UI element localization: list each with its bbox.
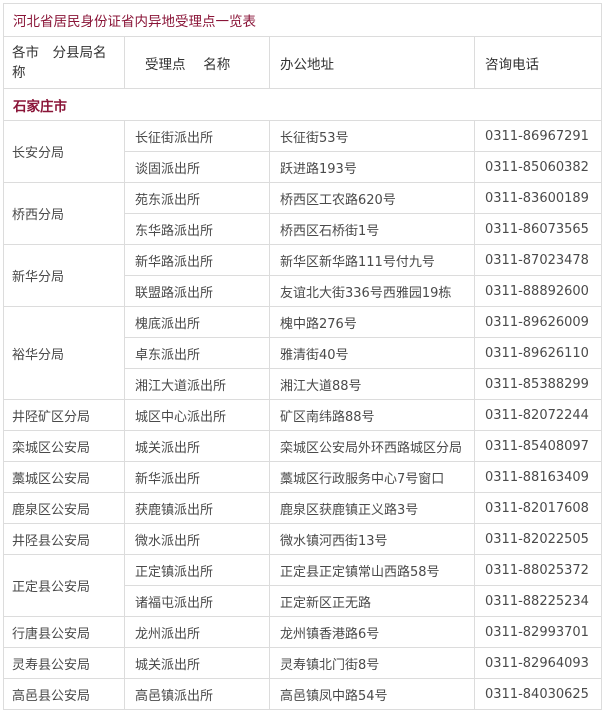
point-phone: 0311-84030625 (474, 678, 602, 710)
point-name: 新华派出所 (124, 461, 270, 493)
point-name: 获鹿镇派出所 (124, 492, 270, 524)
bureau-name: 栾城区公安局 (3, 430, 125, 462)
point-phone: 0311-89626110 (474, 337, 602, 369)
table-title-row: 河北省居民身份证省内异地受理点一览表 (3, 3, 602, 37)
point-address: 桥西区工农路620号 (269, 182, 475, 214)
point-phone: 0311-85408097 (474, 430, 602, 462)
table-row: 灵寿县公安局 城关派出所 灵寿镇北门街8号 0311-82964093 (3, 647, 602, 679)
bureau-name: 长安分局 (3, 120, 125, 183)
point-name: 苑东派出所 (124, 182, 270, 214)
table-row: 卓东派出所 雅清街40号 0311-89626110 (4, 337, 602, 369)
point-phone: 0311-85388299 (474, 368, 602, 400)
acceptance-points-table: 河北省居民身份证省内异地受理点一览表 各市 分县局名称 受理点 名称 办公地址 … (3, 3, 602, 710)
table-row: 鹿泉区公安局 获鹿镇派出所 鹿泉区获鹿镇正义路3号 0311-82017608 (3, 492, 602, 524)
point-phone: 0311-88163409 (474, 461, 602, 493)
point-name: 联盟路派出所 (124, 275, 270, 307)
point-address: 长征街53号 (269, 120, 475, 152)
point-address: 栾城区公安局外环西路城区分局 (269, 430, 475, 462)
point-name: 城关派出所 (124, 430, 270, 462)
header-phone: 咨询电话 (474, 36, 602, 89)
point-address: 鹿泉区获鹿镇正义路3号 (269, 492, 475, 524)
point-name: 正定镇派出所 (124, 554, 270, 586)
point-address: 灵寿镇北门街8号 (269, 647, 475, 679)
point-phone: 0311-88892600 (474, 275, 602, 307)
header-point-name: 受理点 名称 (124, 36, 270, 89)
bureau-name: 藁城区公安局 (3, 461, 125, 493)
point-address: 正定县正定镇常山西路58号 (269, 554, 475, 586)
table-row: 长安分局 长征街派出所 长征街53号 0311-86967291 (3, 120, 602, 183)
bureau-name: 井陉县公安局 (3, 523, 125, 555)
point-phone: 0311-89626009 (474, 306, 602, 338)
point-address: 湘江大道88号 (269, 368, 475, 400)
table-row: 新华分局 新华路派出所 新华区新华路111号付九号 0311-87023478 (3, 244, 602, 307)
point-phone: 0311-87023478 (474, 244, 602, 276)
point-name: 微水派出所 (124, 523, 270, 555)
point-phone: 0311-83600189 (474, 182, 602, 214)
point-phone: 0311-85060382 (474, 151, 602, 183)
point-address: 矿区南纬路88号 (269, 399, 475, 431)
point-address: 高邑镇凤中路54号 (269, 678, 475, 710)
point-name: 谈固派出所 (124, 151, 270, 183)
table-title: 河北省居民身份证省内异地受理点一览表 (3, 3, 602, 37)
bureau-name: 新华分局 (3, 244, 125, 307)
point-phone: 0311-82017608 (474, 492, 602, 524)
bureau-name: 鹿泉区公安局 (3, 492, 125, 524)
point-name: 诸福屯派出所 (124, 585, 270, 617)
bureau-name: 裕华分局 (3, 306, 125, 400)
bureau-name: 正定县公安局 (3, 554, 125, 617)
point-phone: 0311-88025372 (474, 554, 602, 586)
table-row: 桥西分局 苑东派出所 桥西区工农路620号 0311-83600189 (3, 182, 602, 245)
point-name: 新华路派出所 (124, 244, 270, 276)
table-row: 藁城区公安局 新华派出所 藁城区行政服务中心7号窗口 0311-88163409 (3, 461, 602, 493)
point-address: 跃进路193号 (269, 151, 475, 183)
point-name: 湘江大道派出所 (124, 368, 270, 400)
bureau-name: 高邑县公安局 (3, 678, 125, 710)
point-name: 高邑镇派出所 (124, 678, 270, 710)
point-address: 槐中路276号 (269, 306, 475, 338)
table-row: 联盟路派出所 友谊北大街336号西雅园19栋 0311-88892600 (4, 275, 602, 307)
table-row: 栾城区公安局 城关派出所 栾城区公安局外环西路城区分局 0311-85408097 (3, 430, 602, 462)
point-name: 卓东派出所 (124, 337, 270, 369)
point-address: 微水镇河西街13号 (269, 523, 475, 555)
point-name: 城区中心派出所 (124, 399, 270, 431)
bureau-name: 灵寿县公安局 (3, 647, 125, 679)
city-row: 石家庄市 (3, 88, 602, 121)
point-name: 东华路派出所 (124, 213, 270, 245)
point-phone: 0311-82072244 (474, 399, 602, 431)
point-address: 龙州镇香港路6号 (269, 616, 475, 648)
point-name: 龙州派出所 (124, 616, 270, 648)
point-phone: 0311-86967291 (474, 120, 602, 152)
point-phone: 0311-82022505 (474, 523, 602, 555)
table-row: 诸福屯派出所 正定新区正无路 0311-88225234 (4, 585, 602, 617)
header-row: 各市 分县局名称 受理点 名称 办公地址 咨询电话 (3, 36, 602, 89)
point-phone: 0311-82964093 (474, 647, 602, 679)
table-row: 正定县公安局 正定镇派出所 正定县正定镇常山西路58号 0311-88025372 (3, 554, 602, 617)
table-row: 井陉县公安局 微水派出所 微水镇河西街13号 0311-82022505 (3, 523, 602, 555)
point-name: 城关派出所 (124, 647, 270, 679)
point-address: 新华区新华路111号付九号 (269, 244, 475, 276)
city-name: 石家庄市 (3, 88, 602, 121)
point-address: 正定新区正无路 (269, 585, 475, 617)
bureau-name: 行唐县公安局 (3, 616, 125, 648)
header-bureau: 各市 分县局名称 (3, 36, 125, 89)
table-row: 湘江大道派出所 湘江大道88号 0311-85388299 (4, 368, 602, 400)
header-address: 办公地址 (269, 36, 475, 89)
point-phone: 0311-86073565 (474, 213, 602, 245)
point-address: 藁城区行政服务中心7号窗口 (269, 461, 475, 493)
table-row: 东华路派出所 桥西区石桥街1号 0311-86073565 (4, 213, 602, 245)
table-row: 谈固派出所 跃进路193号 0311-85060382 (4, 151, 602, 183)
table-row: 井陉矿区分局 城区中心派出所 矿区南纬路88号 0311-82072244 (3, 399, 602, 431)
bureau-name: 桥西分局 (3, 182, 125, 245)
point-phone: 0311-88225234 (474, 585, 602, 617)
table-row: 裕华分局 槐底派出所 槐中路276号 0311-89626009 (3, 306, 602, 400)
point-name: 长征街派出所 (124, 120, 270, 152)
point-address: 雅清街40号 (269, 337, 475, 369)
table-row: 行唐县公安局 龙州派出所 龙州镇香港路6号 0311-82993701 (3, 616, 602, 648)
table-row: 高邑县公安局 高邑镇派出所 高邑镇凤中路54号 0311-84030625 (3, 678, 602, 710)
point-address: 友谊北大街336号西雅园19栋 (269, 275, 475, 307)
point-name: 槐底派出所 (124, 306, 270, 338)
point-phone: 0311-82993701 (474, 616, 602, 648)
bureau-name: 井陉矿区分局 (3, 399, 125, 431)
point-address: 桥西区石桥街1号 (269, 213, 475, 245)
